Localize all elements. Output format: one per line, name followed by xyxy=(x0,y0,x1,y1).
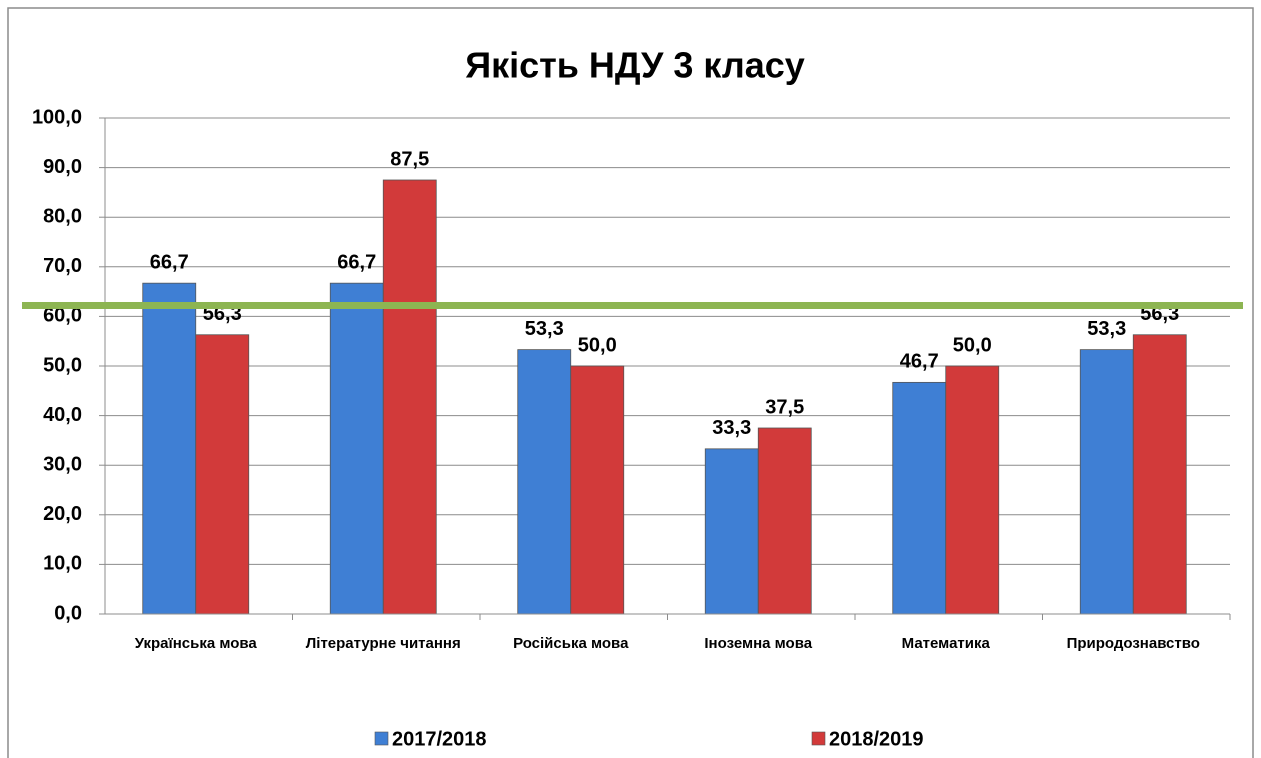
y-tick-label: 70,0 xyxy=(43,255,82,277)
y-tick-label: 100,0 xyxy=(32,106,82,128)
bar xyxy=(1079,349,1134,615)
x-tick-label: Літературне читання xyxy=(305,635,461,652)
bar xyxy=(892,381,947,615)
bar xyxy=(1132,334,1187,615)
legend-label: 2017/2018 xyxy=(392,728,487,750)
y-tick-label: 80,0 xyxy=(43,205,82,227)
chart-title: Якість НДУ 3 класу xyxy=(465,45,805,86)
bar xyxy=(945,365,1000,615)
data-label: 66,7 xyxy=(150,251,189,273)
data-label: 53,3 xyxy=(1087,318,1126,340)
bar xyxy=(382,179,437,615)
x-tick-label: Російська мова xyxy=(513,635,629,652)
data-label: 50,0 xyxy=(578,334,617,356)
bar xyxy=(570,365,625,615)
bar xyxy=(142,282,197,615)
y-tick-label: 50,0 xyxy=(43,354,82,376)
bar xyxy=(329,282,384,615)
bar xyxy=(195,334,250,615)
y-tick-label: 30,0 xyxy=(43,453,82,475)
x-tick-label: Математика xyxy=(901,635,990,652)
legend-swatch xyxy=(374,731,389,746)
y-tick-label: 0,0 xyxy=(54,602,82,624)
data-label: 37,5 xyxy=(765,396,804,418)
bar xyxy=(757,427,812,615)
y-tick-label: 10,0 xyxy=(43,553,82,575)
y-tick-label: 90,0 xyxy=(43,156,82,178)
x-tick-label: Природознавство xyxy=(1066,635,1200,652)
bar xyxy=(517,349,572,615)
y-tick-label: 40,0 xyxy=(43,404,82,426)
data-label: 46,7 xyxy=(900,351,939,373)
data-label: 50,0 xyxy=(953,334,992,356)
x-tick-label: Українська мова xyxy=(134,635,257,652)
y-tick-label: 60,0 xyxy=(43,305,82,327)
legend-swatch xyxy=(811,731,826,746)
data-label: 53,3 xyxy=(525,318,564,340)
data-label: 33,3 xyxy=(712,417,751,439)
x-tick-label: Іноземна мова xyxy=(704,635,813,652)
data-label: 87,5 xyxy=(390,148,429,170)
y-tick-label: 20,0 xyxy=(43,503,82,525)
legend-label: 2018/2019 xyxy=(829,728,924,750)
bar xyxy=(704,448,759,615)
data-label: 66,7 xyxy=(337,251,376,273)
